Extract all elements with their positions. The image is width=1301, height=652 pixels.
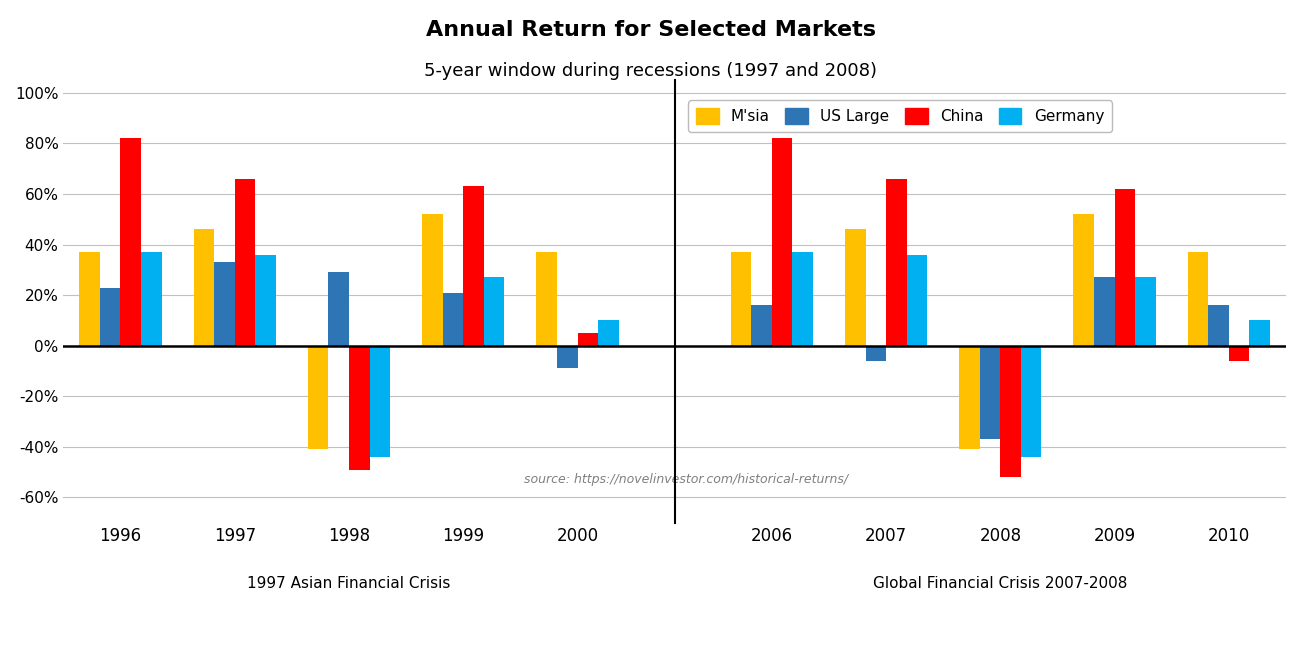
Text: Global Financial Crisis 2007-2008: Global Financial Crisis 2007-2008 — [873, 576, 1128, 591]
Bar — [1021, 346, 1042, 457]
Bar — [442, 293, 463, 346]
Bar — [1136, 277, 1155, 346]
Bar — [844, 230, 865, 346]
Bar — [349, 346, 369, 469]
Legend: M'sia, US Large, China, Germany: M'sia, US Large, China, Germany — [688, 100, 1111, 132]
Bar — [369, 346, 390, 457]
Bar — [484, 277, 505, 346]
Bar — [422, 215, 442, 346]
Bar — [598, 320, 619, 346]
Text: 5-year window during recessions (1997 and 2008): 5-year window during recessions (1997 an… — [424, 62, 877, 80]
Bar — [215, 262, 234, 346]
Bar — [1249, 320, 1270, 346]
Bar — [234, 179, 255, 346]
Bar — [980, 346, 1000, 439]
Bar — [1188, 252, 1209, 346]
Bar — [751, 305, 771, 346]
Bar — [865, 346, 886, 361]
Bar — [1000, 346, 1021, 477]
Bar — [100, 288, 121, 346]
Text: source: https://novelinvestor.com/historical-returns/: source: https://novelinvestor.com/histor… — [524, 473, 848, 486]
Bar — [121, 138, 141, 346]
Bar — [886, 179, 907, 346]
Bar — [79, 252, 100, 346]
Bar — [141, 252, 161, 346]
Bar — [536, 252, 557, 346]
Bar — [463, 186, 484, 346]
Bar — [557, 346, 578, 368]
Bar — [328, 273, 349, 346]
Bar — [959, 346, 980, 449]
Bar — [771, 138, 792, 346]
Text: 1997 Asian Financial Crisis: 1997 Asian Financial Crisis — [247, 576, 450, 591]
Bar — [731, 252, 751, 346]
Bar — [308, 346, 328, 449]
Text: Annual Return for Selected Markets: Annual Return for Selected Markets — [425, 20, 876, 40]
Bar — [1229, 346, 1249, 361]
Bar — [1073, 215, 1094, 346]
Bar — [907, 255, 928, 346]
Bar — [1094, 277, 1115, 346]
Bar — [255, 255, 276, 346]
Bar — [792, 252, 813, 346]
Bar — [194, 230, 215, 346]
Bar — [578, 333, 598, 346]
Bar — [1209, 305, 1229, 346]
Bar — [1115, 189, 1136, 346]
